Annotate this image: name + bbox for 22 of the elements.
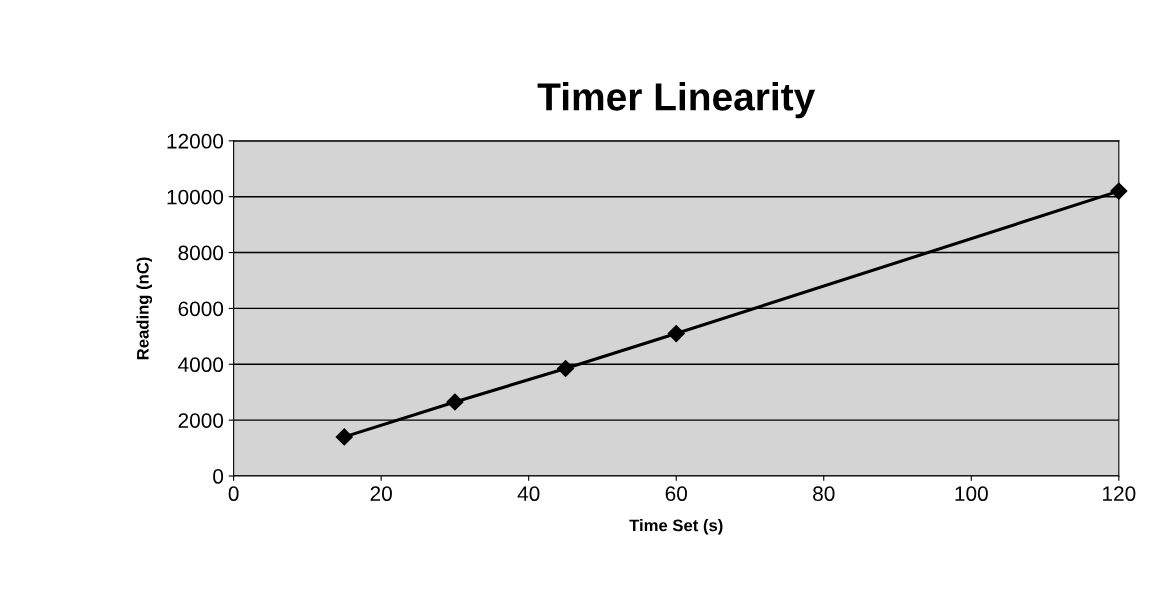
point bbox=[446, 393, 464, 411]
y-tick-label: 6000 bbox=[178, 301, 224, 317]
y-tick-label: 0 bbox=[213, 469, 224, 484]
x-tick-label: 100 bbox=[955, 486, 988, 502]
x-tick-label: 0 bbox=[228, 486, 239, 502]
point bbox=[335, 428, 353, 446]
x-tick-label: 60 bbox=[665, 486, 687, 502]
chart-title: Timer Linearity bbox=[537, 82, 816, 119]
y-tick-label: 10000 bbox=[167, 189, 224, 205]
y-tick-label: 2000 bbox=[178, 413, 224, 428]
x-tick-label: 80 bbox=[813, 486, 835, 502]
y-tick-label: 12000 bbox=[167, 133, 224, 149]
point bbox=[667, 325, 685, 343]
y-axis-title: Reading (nC) bbox=[136, 257, 153, 360]
y-tick-label: 8000 bbox=[178, 245, 224, 261]
x-tick-label: 40 bbox=[517, 486, 540, 502]
x-tick-label: 120 bbox=[1103, 486, 1136, 502]
x-tick-label: 20 bbox=[370, 486, 392, 502]
y-tick-label: 4000 bbox=[178, 357, 224, 373]
x-axis-title: Time Set (s) bbox=[629, 519, 723, 535]
point bbox=[557, 359, 575, 378]
point bbox=[1110, 182, 1128, 200]
